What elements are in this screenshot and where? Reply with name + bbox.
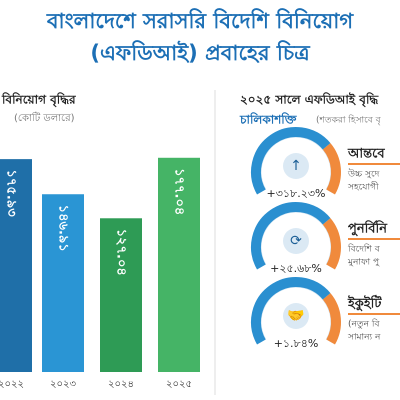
- bar: [0, 159, 32, 372]
- driver-desc: সামান্য ন: [347, 333, 381, 343]
- bar-value-label: ১২৭.০৪: [113, 229, 128, 276]
- x-tick-label: ২০২৪: [108, 379, 134, 390]
- bar-value-label: ১৭৭.০৪: [172, 168, 187, 215]
- icon: 🤝: [287, 308, 304, 324]
- gauge-orange: [322, 218, 341, 270]
- drivers-title: ২০২৫ সালে এফডিআই বৃদ্ধি: [240, 92, 379, 109]
- gauge-value-label: +৩১৮.২৩%: [267, 187, 326, 200]
- bar: [42, 194, 84, 372]
- x-tick-label: ২০২৩: [50, 379, 77, 390]
- driver-desc: সহযোগী: [347, 181, 379, 193]
- title-line: বাংলাদেশে সরাসরি বিদেশি বিনিয়োগ: [46, 8, 355, 33]
- bar-value-label: ১৪৬.৯১: [56, 205, 71, 252]
- gauge-orange: [322, 143, 341, 195]
- gauge-value-label: +১.৮৪%: [274, 337, 319, 350]
- driver-name: ইকুইটি: [347, 295, 382, 313]
- x-tick-label: ২০২২: [0, 379, 24, 390]
- title-line: (এফডিআই) প্রবাহের চিত্র: [90, 40, 311, 65]
- chart-subtitle: (কোটি ডলারে): [14, 111, 75, 124]
- x-tick-label: ২০২৫: [166, 379, 192, 390]
- driver-desc: উচ্চ সুদে: [347, 168, 380, 180]
- driver-desc: বিদেশি ব: [347, 244, 381, 255]
- bar-value-label: ১৭৫.৯৩: [4, 170, 19, 218]
- icon-badge: [283, 228, 309, 254]
- icon: ⟳: [290, 233, 302, 249]
- icon-badge: [283, 303, 309, 329]
- drivers-subtitle: চালিকাশক্তি: [239, 112, 298, 127]
- drivers-note: (শতকরা হিসাবে বৃ: [316, 115, 382, 126]
- gauge-blue: [251, 277, 331, 345]
- icon-badge: [283, 153, 309, 179]
- gauge-blue: [251, 127, 331, 195]
- bar: [158, 157, 200, 372]
- chart-title: বিনিয়োগ বৃদ্ধির: [1, 92, 76, 109]
- driver-name: পুনর্বিনি: [348, 220, 388, 238]
- driver-desc: (নতুন বি: [348, 319, 380, 330]
- driver-desc: মুনাফা পু: [347, 258, 380, 268]
- gauge-value-label: +২৫.৬৮%: [270, 262, 322, 275]
- driver-name: আন্তবে: [347, 147, 385, 162]
- gauge-orange: [322, 293, 341, 345]
- gauge-blue: [251, 202, 331, 270]
- bar: [100, 218, 142, 372]
- icon: ↑: [290, 158, 302, 174]
